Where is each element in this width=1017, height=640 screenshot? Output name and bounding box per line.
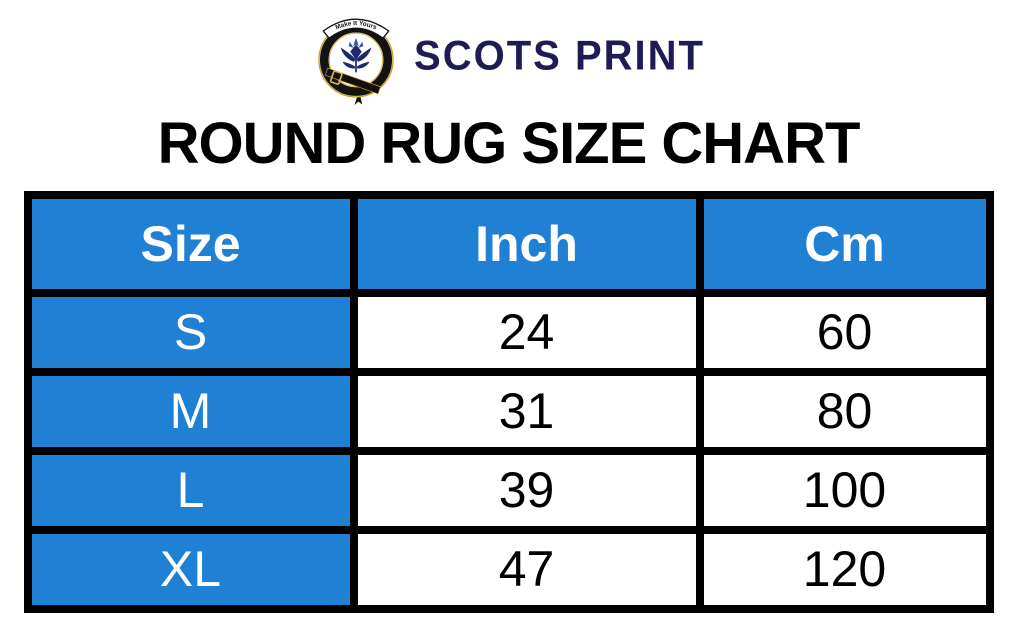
thistle-icon [340, 37, 372, 73]
brand-wordmark: SCOTS PRINT [414, 32, 705, 80]
table-row: S 24 60 [23, 288, 994, 376]
column-header-inch: Inch [349, 190, 704, 297]
brand-header: Make It Yours SCOTS PRINT [0, 0, 1017, 106]
page-title: ROUND RUG SIZE CHART [157, 111, 861, 176]
cm-value: 60 [695, 288, 994, 376]
banner-ribbon: Make It Yours [322, 18, 390, 40]
size-label: M [23, 367, 358, 455]
table-row: L 39 100 [23, 446, 994, 534]
inch-value: 31 [349, 367, 704, 455]
size-label: S [23, 288, 358, 376]
table-row: M 31 80 [23, 367, 994, 455]
size-label: L [23, 446, 358, 534]
cm-value: 120 [695, 525, 994, 613]
header-row: Size Inch Cm [23, 190, 994, 297]
column-header-cm: Cm [695, 190, 994, 297]
belt-tail [354, 90, 363, 106]
clan-crest-logo: Make It Yours [318, 18, 394, 106]
inch-value: 39 [349, 446, 704, 534]
svg-text:Make It Yours: Make It Yours [335, 20, 379, 32]
inch-value: 24 [349, 288, 704, 376]
table-row: XL 47 120 [23, 525, 994, 613]
size-label: XL [23, 525, 358, 613]
banner-motto-text: Make It Yours [335, 20, 379, 32]
column-header-size: Size [23, 190, 358, 297]
cm-value: 100 [695, 446, 994, 534]
size-chart-table: Size Inch Cm S 24 60 M 31 80 L 39 100 [23, 190, 994, 613]
inch-value: 47 [349, 525, 704, 613]
cm-value: 80 [695, 367, 994, 455]
belt [324, 67, 381, 95]
